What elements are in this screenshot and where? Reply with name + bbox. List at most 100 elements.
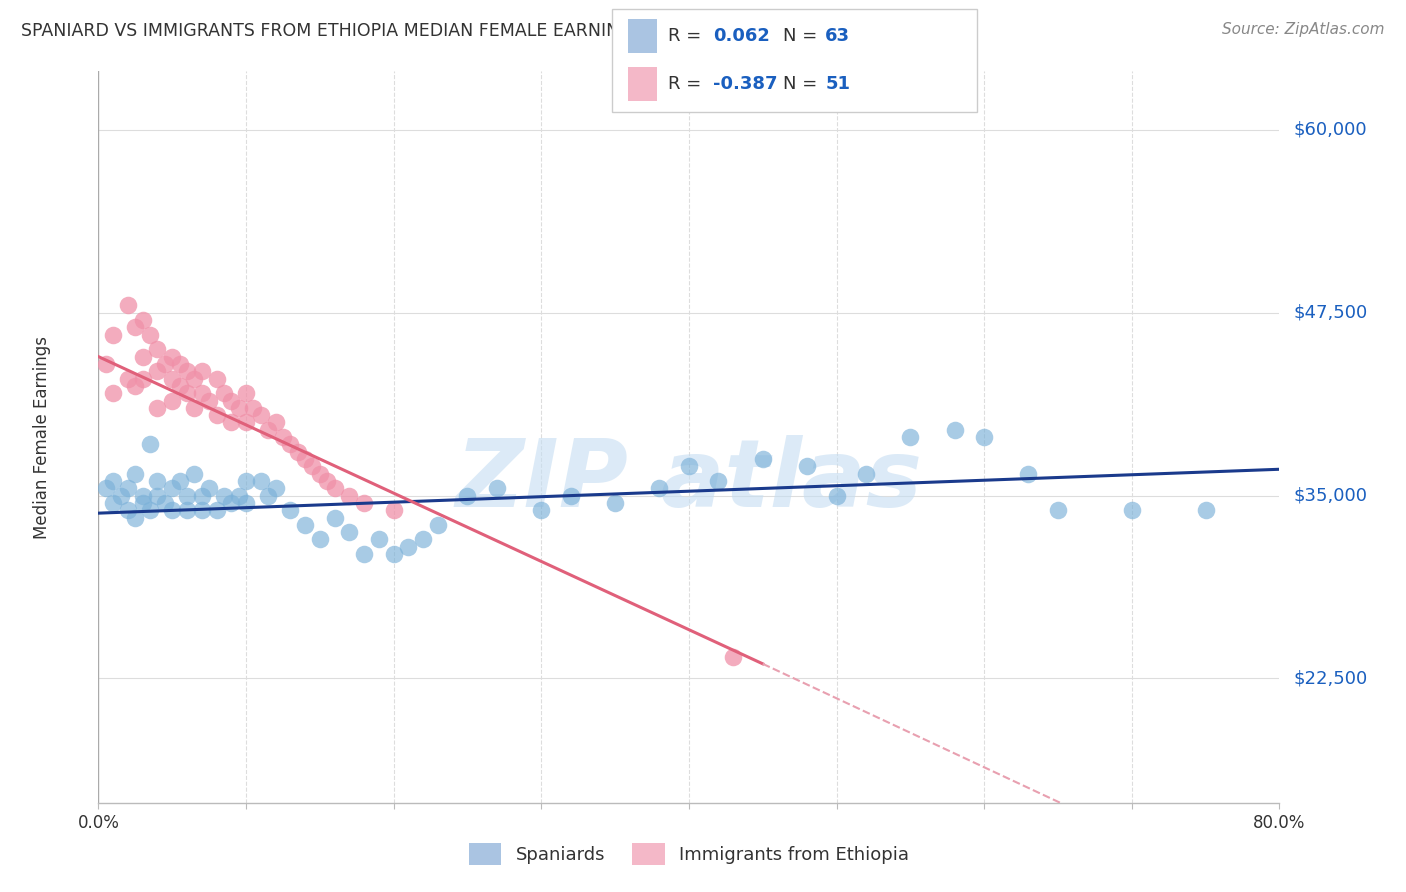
Point (280, 503, 302, 517)
Point (132, 371, 155, 385)
Point (103, 327, 125, 342)
Point (183, 401, 205, 415)
Point (242, 401, 264, 415)
Point (169, 357, 191, 371)
Point (205, 408, 228, 422)
Point (139, 327, 162, 342)
Point (221, 416, 243, 430)
Point (1046, 503, 1070, 517)
Point (353, 547, 375, 561)
Point (412, 533, 434, 547)
Point (301, 459, 323, 474)
Point (146, 489, 169, 503)
Point (294, 517, 316, 532)
Point (427, 517, 450, 532)
Text: 51: 51 (825, 75, 851, 94)
Point (153, 357, 176, 371)
Point (1195, 503, 1218, 517)
Text: R =: R = (668, 27, 707, 45)
Point (146, 401, 169, 415)
Point (900, 430, 922, 444)
Point (648, 481, 671, 495)
Point (176, 364, 198, 378)
Point (124, 320, 146, 334)
Point (132, 489, 155, 503)
Point (162, 350, 183, 364)
Point (287, 444, 309, 458)
Point (162, 371, 183, 385)
Point (235, 416, 257, 430)
Point (271, 430, 294, 444)
Point (250, 474, 273, 488)
Text: 0.062: 0.062 (713, 27, 769, 45)
Point (191, 503, 214, 517)
Point (280, 437, 302, 451)
Point (235, 386, 257, 401)
Point (530, 503, 553, 517)
Point (191, 364, 214, 378)
Point (103, 386, 125, 401)
Point (221, 393, 243, 408)
Point (323, 510, 346, 524)
Point (796, 459, 818, 474)
Point (110, 489, 132, 503)
Legend: Spaniards, Immigrants from Ethiopia: Spaniards, Immigrants from Ethiopia (460, 834, 918, 874)
Point (176, 489, 198, 503)
Point (294, 452, 316, 467)
Point (183, 467, 205, 481)
Point (183, 371, 205, 385)
Point (825, 489, 848, 503)
Point (316, 474, 339, 488)
Point (117, 503, 139, 517)
Point (264, 481, 287, 495)
Point (94, 481, 117, 495)
Point (117, 298, 139, 312)
Text: $60,000: $60,000 (1294, 121, 1367, 139)
Point (353, 496, 375, 510)
Point (309, 533, 332, 547)
Point (457, 489, 479, 503)
Text: Median Female Earnings: Median Female Earnings (32, 335, 51, 539)
Point (605, 496, 627, 510)
Point (257, 489, 280, 503)
Point (117, 481, 139, 495)
Point (212, 489, 235, 503)
Point (1121, 503, 1143, 517)
Text: N =: N = (783, 27, 823, 45)
Point (198, 393, 221, 408)
Point (212, 386, 235, 401)
Point (1018, 467, 1040, 481)
Point (339, 525, 361, 540)
Text: -0.387: -0.387 (713, 75, 778, 94)
Point (139, 437, 162, 451)
Point (146, 364, 169, 378)
Point (94, 357, 117, 371)
Point (973, 430, 995, 444)
Point (162, 393, 183, 408)
Point (205, 503, 228, 517)
Point (162, 481, 183, 495)
Point (191, 489, 214, 503)
Point (132, 313, 155, 327)
Point (560, 489, 582, 503)
Point (339, 489, 361, 503)
Point (146, 343, 169, 357)
Point (221, 496, 243, 510)
Text: Source: ZipAtlas.com: Source: ZipAtlas.com (1222, 22, 1385, 37)
Point (103, 496, 125, 510)
Point (191, 386, 214, 401)
Point (398, 540, 420, 554)
Text: $47,500: $47,500 (1294, 304, 1368, 322)
Point (723, 649, 745, 664)
Point (176, 503, 198, 517)
Point (368, 533, 391, 547)
Point (486, 481, 509, 495)
Point (139, 503, 162, 517)
Point (235, 474, 257, 488)
Point (169, 474, 191, 488)
Point (235, 496, 257, 510)
Point (943, 423, 966, 437)
Text: ZIP atlas: ZIP atlas (456, 435, 922, 527)
Text: N =: N = (783, 75, 823, 94)
Point (103, 474, 125, 488)
